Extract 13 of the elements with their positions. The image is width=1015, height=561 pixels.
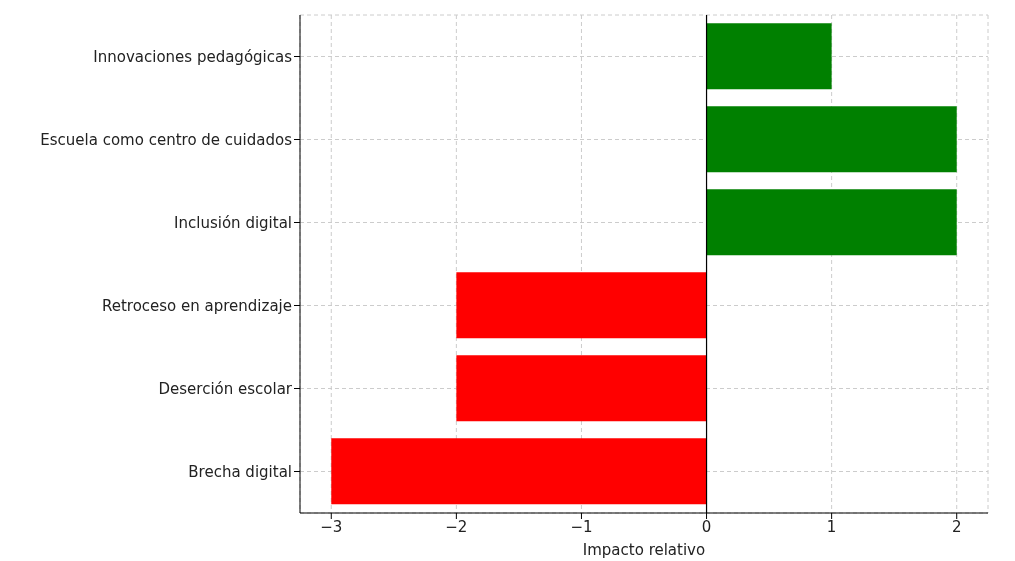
y-tick-label: Escuela como centro de cuidados [40, 130, 293, 149]
x-tick-label: 1 [826, 517, 837, 536]
x-tick-label: 0 [701, 517, 712, 536]
x-tick-label: −3 [320, 517, 343, 536]
y-tick-label: Inclusión digital [174, 213, 292, 232]
y-tick-label: Retroceso en aprendizaje [101, 296, 292, 315]
y-tick-label: Brecha digital [188, 462, 292, 481]
y-tick-label: Deserción escolar [158, 379, 293, 398]
x-tick-label: −2 [445, 517, 468, 536]
x-tick-label: 2 [951, 517, 962, 536]
x-axis-title: Impacto relativo [582, 541, 706, 559]
x-tick-label: −1 [570, 517, 593, 536]
y-tick-label: Innovaciones pedagógicas [93, 47, 293, 66]
